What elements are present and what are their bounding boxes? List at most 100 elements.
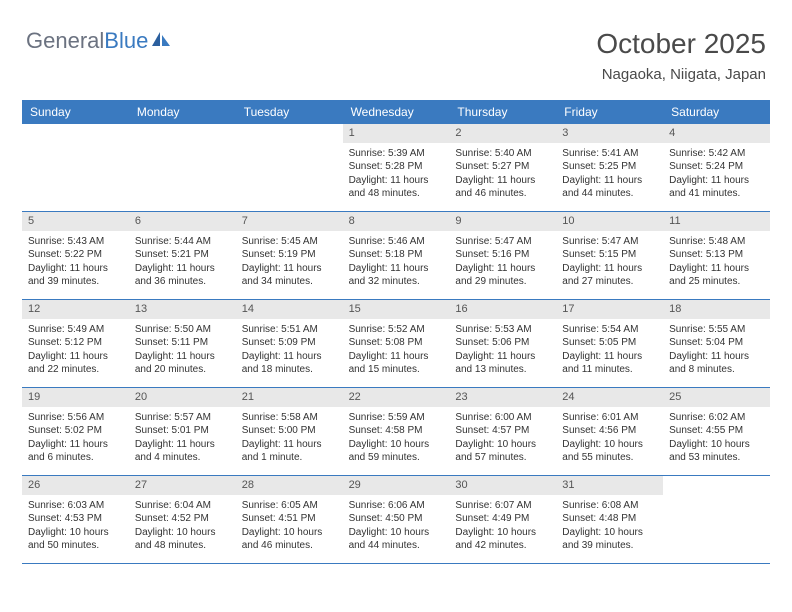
day-number: 3 <box>556 124 663 143</box>
day-number: 31 <box>556 476 663 495</box>
day-header: Monday <box>129 100 236 124</box>
day-cell: 1Sunrise: 5:39 AMSunset: 5:28 PMDaylight… <box>343 124 450 211</box>
day-info-line: and 46 minutes. <box>242 539 337 553</box>
day-info-line: Sunset: 5:21 PM <box>135 248 230 262</box>
day-number: 29 <box>343 476 450 495</box>
day-info-line: Sunset: 5:16 PM <box>455 248 550 262</box>
day-number: 17 <box>556 300 663 319</box>
day-info-line: and 44 minutes. <box>562 187 657 201</box>
week-row: 12Sunrise: 5:49 AMSunset: 5:12 PMDayligh… <box>22 300 770 388</box>
day-info-line: Daylight: 11 hours <box>135 350 230 364</box>
day-info-line: Sunset: 5:18 PM <box>349 248 444 262</box>
day-number: 15 <box>343 300 450 319</box>
day-info-line: Sunrise: 5:42 AM <box>669 147 764 161</box>
day-info-line: Sunset: 5:15 PM <box>562 248 657 262</box>
day-number: 18 <box>663 300 770 319</box>
day-info-line: Sunset: 5:22 PM <box>28 248 123 262</box>
day-cell: 28Sunrise: 6:05 AMSunset: 4:51 PMDayligh… <box>236 476 343 563</box>
day-info-line: and 25 minutes. <box>669 275 764 289</box>
day-cell: 10Sunrise: 5:47 AMSunset: 5:15 PMDayligh… <box>556 212 663 299</box>
day-info-line: Sunrise: 5:45 AM <box>242 235 337 249</box>
logo: GeneralBlue <box>26 28 172 54</box>
day-number: 12 <box>22 300 129 319</box>
day-info-line: and 34 minutes. <box>242 275 337 289</box>
day-info-line: Daylight: 11 hours <box>669 262 764 276</box>
day-cell: 11Sunrise: 5:48 AMSunset: 5:13 PMDayligh… <box>663 212 770 299</box>
day-info-line: Sunrise: 5:46 AM <box>349 235 444 249</box>
day-info-line: Sunrise: 5:54 AM <box>562 323 657 337</box>
day-cell: 15Sunrise: 5:52 AMSunset: 5:08 PMDayligh… <box>343 300 450 387</box>
day-info-line: Sunset: 4:51 PM <box>242 512 337 526</box>
day-cell: 18Sunrise: 5:55 AMSunset: 5:04 PMDayligh… <box>663 300 770 387</box>
day-info-line: and 59 minutes. <box>349 451 444 465</box>
day-info-line: Sunset: 5:05 PM <box>562 336 657 350</box>
day-cell: 17Sunrise: 5:54 AMSunset: 5:05 PMDayligh… <box>556 300 663 387</box>
day-number: 11 <box>663 212 770 231</box>
day-info-line: Sunrise: 6:03 AM <box>28 499 123 513</box>
day-info-line: Daylight: 11 hours <box>349 350 444 364</box>
day-info-line: Sunset: 4:48 PM <box>562 512 657 526</box>
calendar: SundayMondayTuesdayWednesdayThursdayFrid… <box>22 100 770 564</box>
day-cell: 12Sunrise: 5:49 AMSunset: 5:12 PMDayligh… <box>22 300 129 387</box>
day-info-line: and 48 minutes. <box>135 539 230 553</box>
day-info-line: Sunset: 5:04 PM <box>669 336 764 350</box>
day-info-line: Daylight: 10 hours <box>455 438 550 452</box>
day-info-line: Sunrise: 6:07 AM <box>455 499 550 513</box>
day-info-line: Sunrise: 5:49 AM <box>28 323 123 337</box>
day-cell: 21Sunrise: 5:58 AMSunset: 5:00 PMDayligh… <box>236 388 343 475</box>
day-number: 4 <box>663 124 770 143</box>
day-info-line: Sunrise: 6:05 AM <box>242 499 337 513</box>
day-cell: 24Sunrise: 6:01 AMSunset: 4:56 PMDayligh… <box>556 388 663 475</box>
day-cell: 16Sunrise: 5:53 AMSunset: 5:06 PMDayligh… <box>449 300 556 387</box>
day-info-line: Sunrise: 5:56 AM <box>28 411 123 425</box>
day-cell: 8Sunrise: 5:46 AMSunset: 5:18 PMDaylight… <box>343 212 450 299</box>
day-info-line: Sunset: 4:49 PM <box>455 512 550 526</box>
day-header: Thursday <box>449 100 556 124</box>
day-info-line: Sunrise: 6:00 AM <box>455 411 550 425</box>
day-info-line: Sunset: 5:00 PM <box>242 424 337 438</box>
day-info-line: Daylight: 11 hours <box>349 262 444 276</box>
day-headers-row: SundayMondayTuesdayWednesdayThursdayFrid… <box>22 100 770 124</box>
day-info-line: Sunrise: 6:01 AM <box>562 411 657 425</box>
week-row: 19Sunrise: 5:56 AMSunset: 5:02 PMDayligh… <box>22 388 770 476</box>
day-info-line: Sunrise: 5:44 AM <box>135 235 230 249</box>
day-header: Tuesday <box>236 100 343 124</box>
day-cell <box>129 124 236 211</box>
day-info-line: Sunset: 4:55 PM <box>669 424 764 438</box>
day-cell <box>663 476 770 563</box>
day-number: 2 <box>449 124 556 143</box>
day-info-line: and 57 minutes. <box>455 451 550 465</box>
day-info-line: Sunset: 4:58 PM <box>349 424 444 438</box>
day-info-line: Daylight: 11 hours <box>669 350 764 364</box>
day-info-line: Sunrise: 5:59 AM <box>349 411 444 425</box>
day-number: 25 <box>663 388 770 407</box>
day-info-line: and 48 minutes. <box>349 187 444 201</box>
day-number: 26 <box>22 476 129 495</box>
day-info-line: Sunrise: 5:58 AM <box>242 411 337 425</box>
day-info-line: and 15 minutes. <box>349 363 444 377</box>
day-info-line: Sunset: 4:50 PM <box>349 512 444 526</box>
day-info-line: Sunrise: 5:47 AM <box>455 235 550 249</box>
day-cell <box>22 124 129 211</box>
day-info-line: Sunset: 5:02 PM <box>28 424 123 438</box>
day-cell: 7Sunrise: 5:45 AMSunset: 5:19 PMDaylight… <box>236 212 343 299</box>
day-info-line: Daylight: 11 hours <box>349 174 444 188</box>
day-info-line: Sunrise: 5:43 AM <box>28 235 123 249</box>
day-info-line: Sunset: 5:13 PM <box>669 248 764 262</box>
day-info-line: and 11 minutes. <box>562 363 657 377</box>
day-info-line: and 29 minutes. <box>455 275 550 289</box>
day-info-line: and 39 minutes. <box>562 539 657 553</box>
day-info-line: Daylight: 11 hours <box>562 174 657 188</box>
day-info-line: Sunrise: 6:02 AM <box>669 411 764 425</box>
day-number: 30 <box>449 476 556 495</box>
day-info-line: Sunset: 5:01 PM <box>135 424 230 438</box>
day-info-line: and 39 minutes. <box>28 275 123 289</box>
month-title: October 2025 <box>596 28 766 60</box>
day-header: Saturday <box>663 100 770 124</box>
day-info-line: Daylight: 11 hours <box>455 174 550 188</box>
week-row: 1Sunrise: 5:39 AMSunset: 5:28 PMDaylight… <box>22 124 770 212</box>
day-info-line: Daylight: 11 hours <box>135 438 230 452</box>
day-info-line: Daylight: 11 hours <box>562 262 657 276</box>
day-info-line: Daylight: 10 hours <box>562 438 657 452</box>
day-info-line: and 18 minutes. <box>242 363 337 377</box>
